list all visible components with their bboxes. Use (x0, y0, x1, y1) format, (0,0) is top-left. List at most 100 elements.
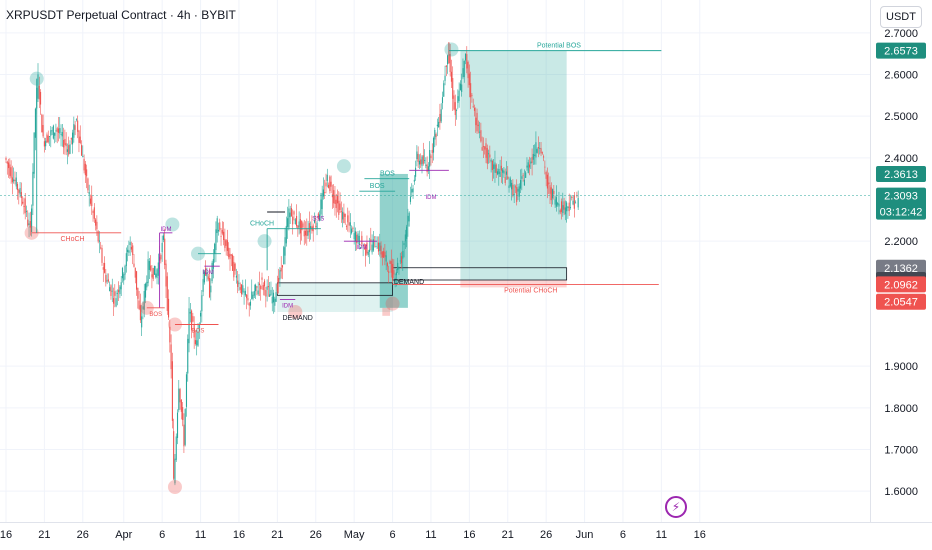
candle-body (361, 235, 363, 245)
price-tick-label: 1.7000 (884, 445, 918, 457)
candle-body (343, 212, 345, 224)
candle-body (543, 156, 545, 158)
candle-body (435, 134, 437, 137)
candle-body (485, 143, 487, 158)
candle-body (188, 308, 190, 344)
candle-body (481, 147, 483, 151)
candle-body (141, 316, 143, 328)
candle-body (243, 291, 245, 293)
candle-body (260, 285, 262, 290)
candle-body (558, 203, 560, 207)
candle-body (151, 274, 153, 278)
candle-body (189, 312, 191, 314)
candle-body (281, 265, 284, 268)
candle-body (216, 218, 218, 234)
candle-body (572, 200, 574, 205)
candle-body (107, 279, 109, 282)
candle-body (306, 228, 308, 237)
candle-body (548, 182, 550, 185)
candle-body (38, 85, 40, 100)
candle-body (344, 213, 346, 217)
candle-body (568, 202, 570, 212)
candle-body (123, 274, 125, 281)
candle-body (393, 270, 395, 275)
candle-body (477, 124, 479, 126)
candle-body (389, 260, 391, 264)
candle-body (162, 235, 164, 240)
candle-body (171, 361, 173, 421)
candle-body (8, 162, 10, 169)
candle-body (507, 176, 509, 179)
swing-point-marker (165, 217, 180, 232)
candle-body (356, 234, 358, 244)
candle-body (354, 231, 356, 242)
candle-body (342, 211, 344, 220)
candle-body (61, 131, 63, 137)
price-tick-label: 1.9000 (884, 361, 918, 373)
candle-body (531, 156, 533, 163)
price-label-text: 2.6573 (884, 46, 918, 58)
lightning-bolt-icon[interactable]: ⚡ (665, 496, 687, 518)
candle-body (179, 389, 181, 403)
price-label-text: 2.3093 (884, 191, 918, 203)
candle-body (34, 108, 36, 138)
candle-body (191, 310, 193, 331)
candle-body (563, 201, 565, 210)
candle-body (390, 261, 392, 273)
time-tick-label: 21 (38, 529, 50, 541)
candle-body (114, 291, 116, 296)
candle-body (16, 183, 19, 191)
candle-body (50, 130, 52, 136)
choch-label: CHoCH (250, 221, 274, 228)
candle-body (64, 138, 66, 145)
price-label-text: 2.0547 (884, 297, 918, 309)
time-tick-label: 21 (502, 529, 514, 541)
currency-button[interactable]: USDT (880, 6, 922, 28)
potential-choch-label: Potential CHoCH (504, 287, 557, 294)
candle-body (28, 223, 30, 226)
candle-body (360, 247, 362, 249)
candle-body (513, 194, 515, 196)
candle-body (500, 165, 502, 171)
candle-body (488, 153, 490, 155)
idm-label: IDM (282, 304, 293, 310)
candle-body (244, 290, 246, 296)
candle-body (110, 285, 112, 296)
candle-body (132, 245, 134, 256)
candle-body (320, 199, 322, 215)
candle-body (367, 251, 369, 255)
candle-body (310, 226, 312, 230)
candle-body (148, 261, 150, 270)
candle-body (100, 247, 102, 249)
candle-body (143, 291, 145, 310)
candle-body (57, 128, 60, 133)
candle-body (379, 242, 381, 251)
price-tick-label: 2.6000 (884, 70, 918, 82)
candle-body (43, 141, 45, 147)
candle-body (290, 208, 292, 216)
candle-body (438, 121, 440, 128)
candle-body (426, 164, 428, 173)
candle-body (161, 242, 163, 253)
candle-body (224, 239, 226, 248)
candle-body (550, 187, 552, 201)
candle-body (228, 247, 230, 258)
candle-body (266, 286, 268, 290)
candle-body (555, 197, 557, 207)
candle-body (429, 150, 431, 167)
candle-body (47, 135, 49, 143)
candle-body (223, 231, 225, 241)
candle-body (472, 106, 474, 108)
symbol-title[interactable]: XRPUSDT Perpetual Contract · 4h · BYBIT (6, 8, 236, 22)
candle-body (349, 222, 351, 226)
candle-body (77, 120, 79, 132)
candle-body (196, 340, 198, 346)
candle-body (444, 75, 446, 81)
candle-body (397, 262, 399, 271)
swing-point-marker (288, 305, 303, 319)
candle-body (279, 270, 281, 280)
swing-point-marker (444, 42, 459, 57)
candle-body (13, 179, 15, 182)
candle-body (239, 287, 241, 290)
